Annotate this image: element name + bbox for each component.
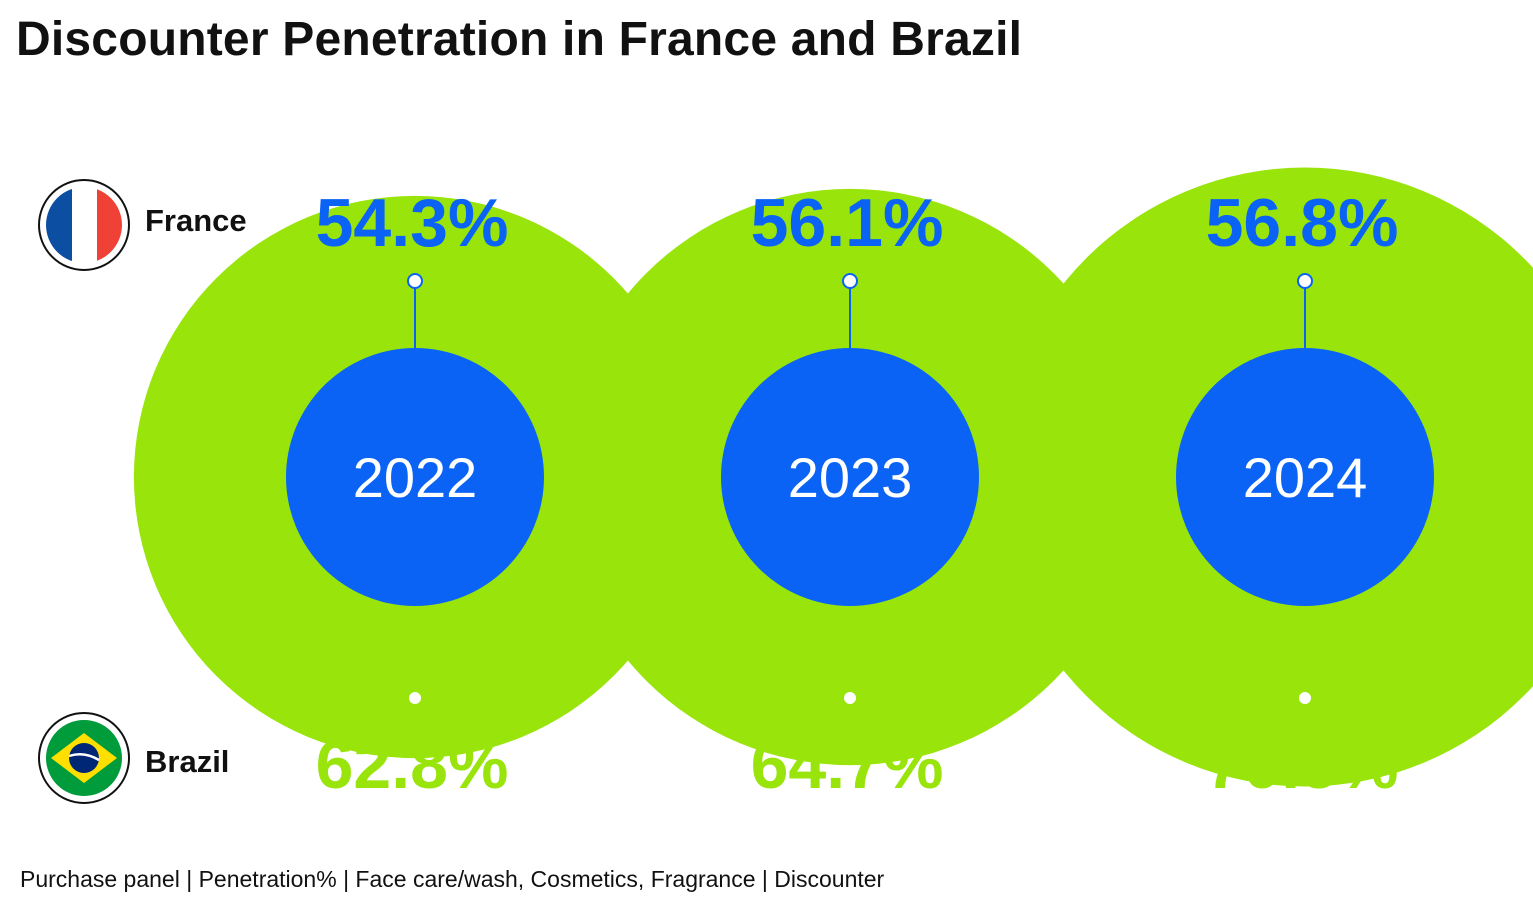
year-label-2024: 2024 xyxy=(1243,446,1368,509)
france-value-2023: 56.1% xyxy=(751,185,944,261)
france-circle-2024 xyxy=(1176,348,1434,606)
legend-label-france: France xyxy=(145,203,247,238)
year-label-2022: 2022 xyxy=(353,446,478,509)
brazil-marker-2022 xyxy=(407,690,423,706)
france-marker-2024 xyxy=(1297,273,1313,289)
brazil-marker-2023 xyxy=(842,690,858,706)
france-value-2024: 56.8% xyxy=(1206,185,1399,261)
france-flag-icon xyxy=(38,179,130,271)
france-circle-2022 xyxy=(286,348,544,606)
legend-label-brazil: Brazil xyxy=(145,744,230,779)
brazil-value-2022: 62.8% xyxy=(316,727,509,803)
chart-title: Discounter Penetration in France and Bra… xyxy=(16,13,1023,66)
brazil-value-2023: 64.7% xyxy=(751,727,944,803)
brazil-marker-2024 xyxy=(1297,690,1313,706)
france-marker-2022 xyxy=(407,273,423,289)
brazil-value-2024: 70.5% xyxy=(1206,727,1399,803)
france-marker-2023 xyxy=(842,273,858,289)
footnote: Purchase panel | Penetration% | Face car… xyxy=(20,866,885,892)
france-circle-2023 xyxy=(721,348,979,606)
year-label-2023: 2023 xyxy=(788,446,913,509)
brazil-flag-icon xyxy=(38,712,130,804)
france-value-2022: 54.3% xyxy=(316,185,509,261)
